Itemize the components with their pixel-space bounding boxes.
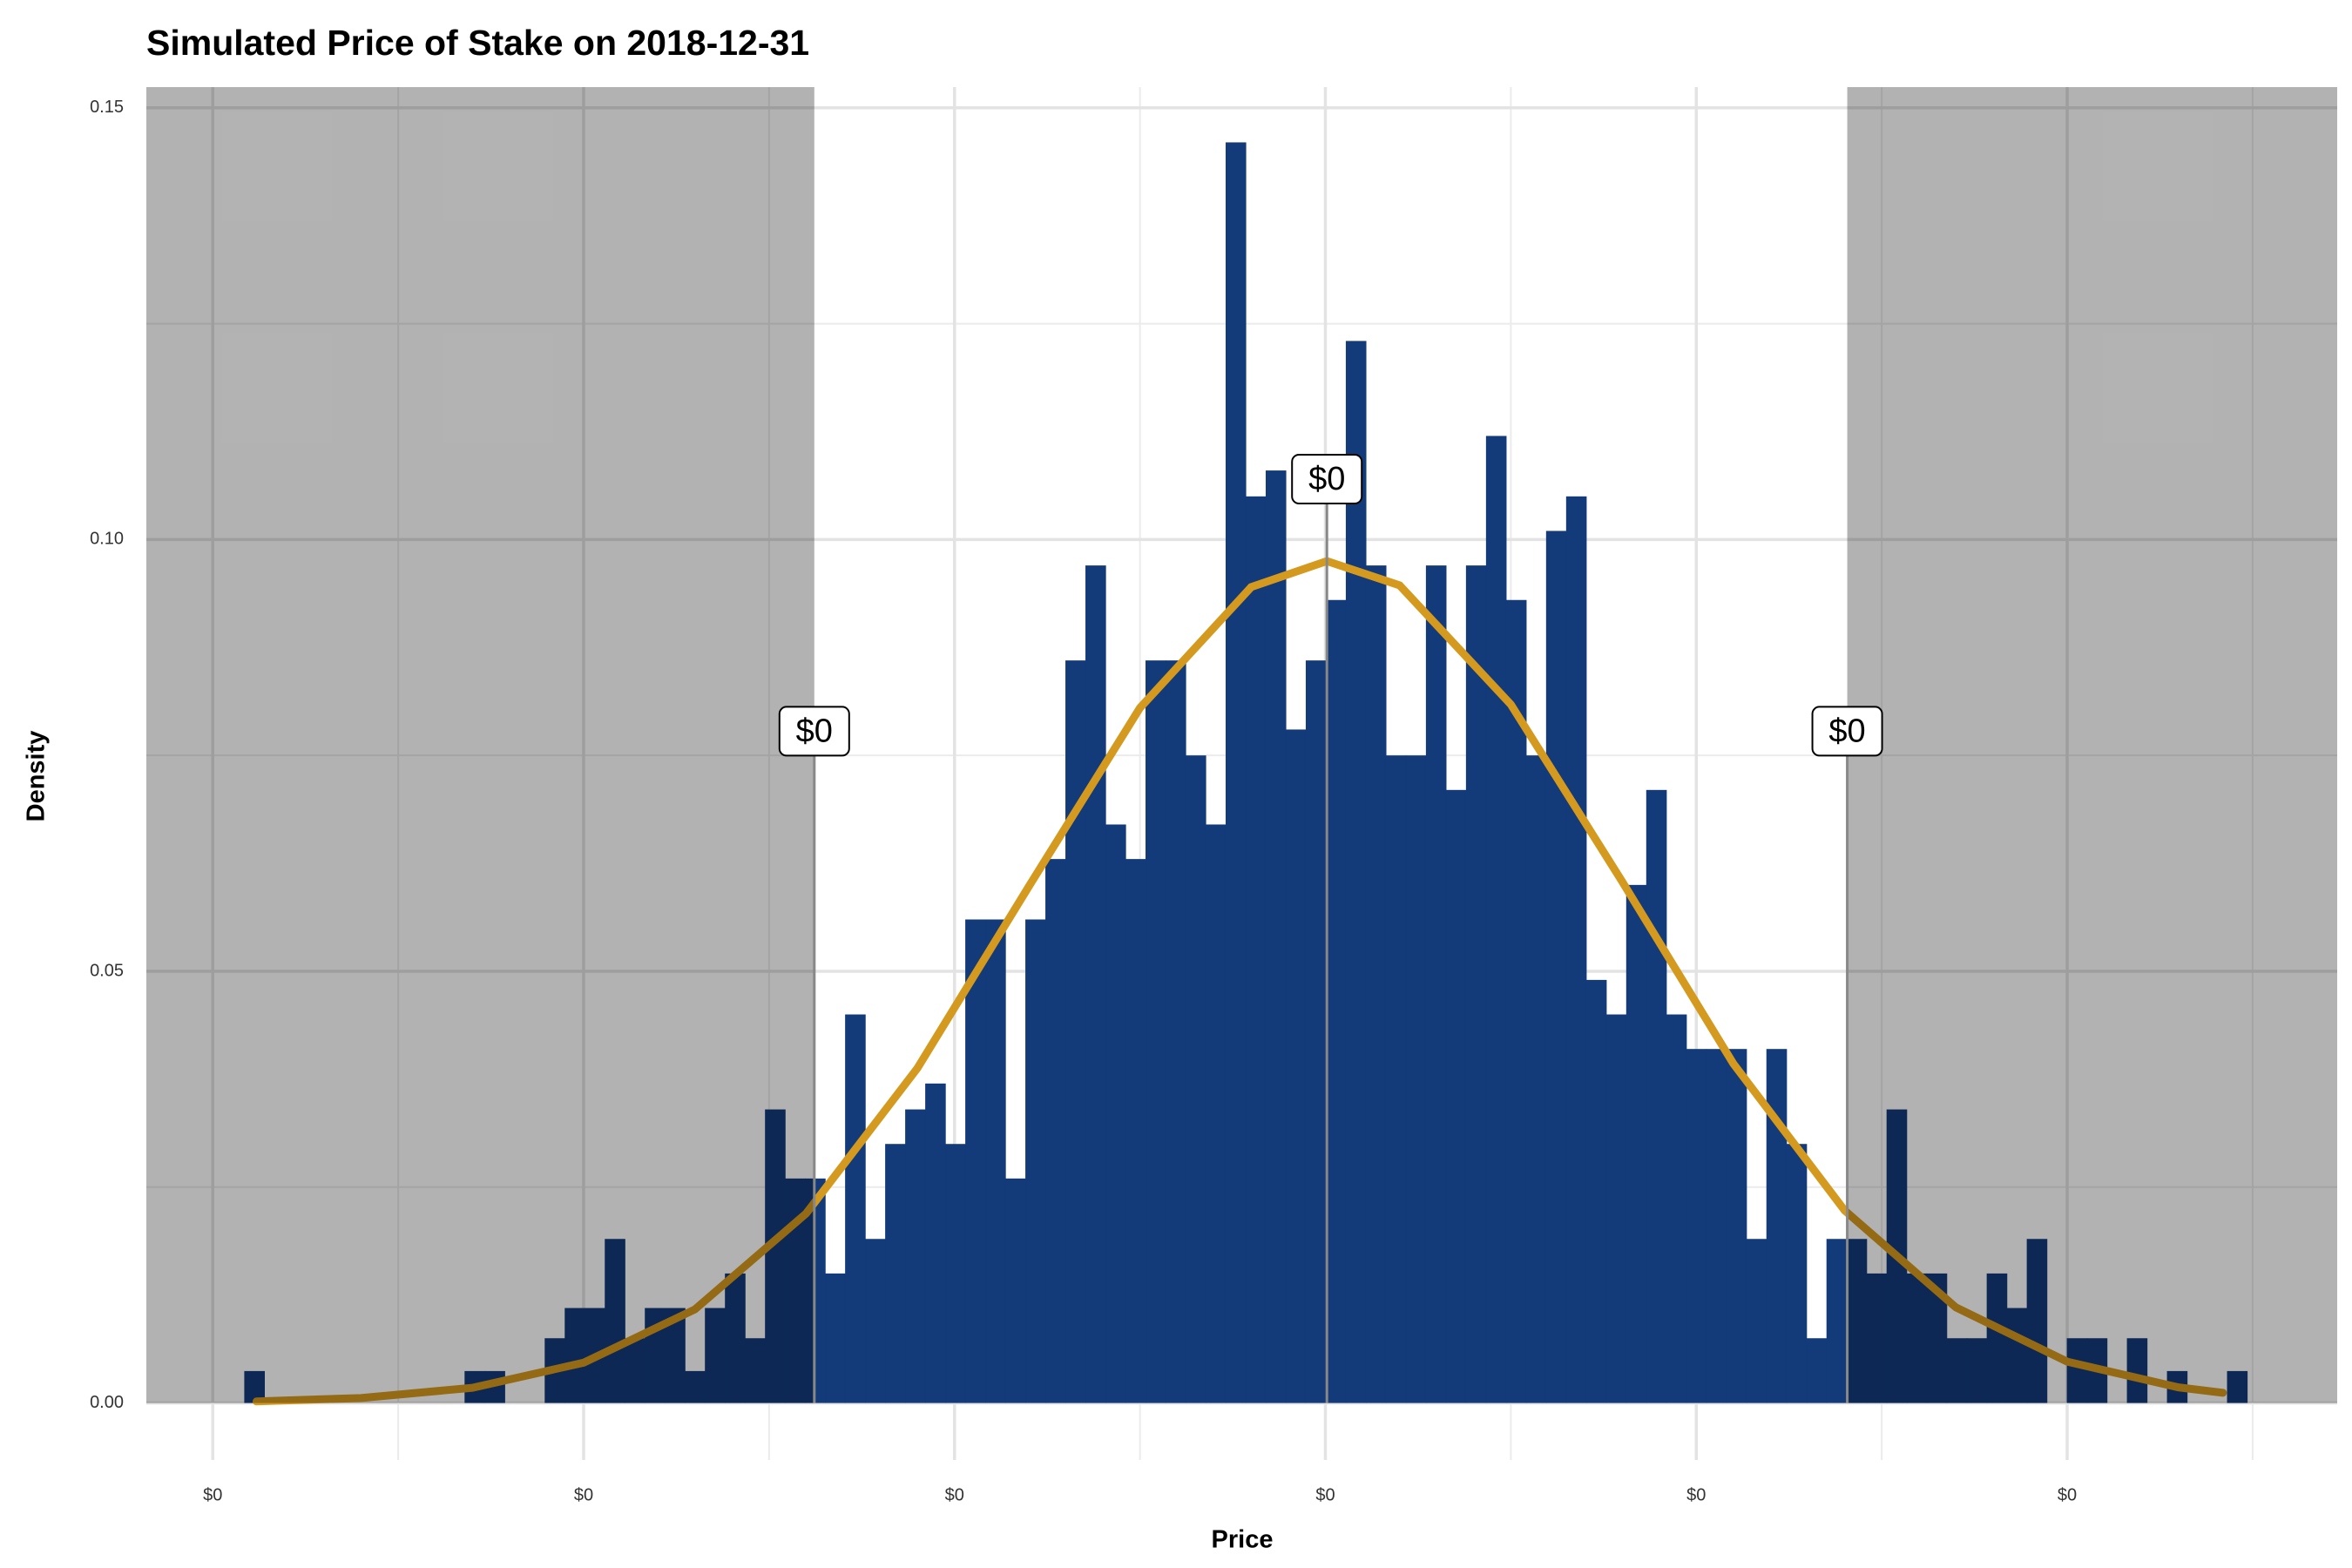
bar <box>885 1144 906 1403</box>
bar <box>564 1308 585 1403</box>
annotation-box <box>778 706 850 757</box>
bar <box>1846 1239 1868 1403</box>
bar <box>1445 789 1467 1403</box>
bar <box>1826 1239 1848 1403</box>
y-tick-label: 0.05 <box>90 961 124 980</box>
density-curve <box>252 557 2227 1406</box>
bar <box>1926 1273 1948 1403</box>
x-axis-title: Price <box>1212 1526 1274 1554</box>
bar <box>1485 436 1507 1403</box>
bar <box>1666 1014 1687 1403</box>
bar <box>1565 496 1587 1403</box>
bar <box>705 1308 726 1403</box>
bar <box>945 1144 966 1403</box>
x-tick-label: $0 <box>2058 1485 2077 1504</box>
chart-title: Simulated Price of Stake on 2018-12-31 <box>146 23 809 63</box>
bar <box>1585 979 1607 1403</box>
x-tick-label: $0 <box>945 1485 964 1504</box>
bar <box>1806 1338 1828 1403</box>
bar <box>1385 755 1407 1403</box>
bar <box>1146 660 1166 1403</box>
bar <box>1686 1049 1707 1403</box>
bar <box>625 1338 645 1403</box>
bar <box>2126 1338 2148 1403</box>
bar <box>1265 470 1287 1403</box>
bar <box>1365 565 1387 1403</box>
shaded-region <box>146 87 814 1403</box>
bar <box>845 1014 866 1403</box>
bar <box>1225 142 1247 1403</box>
bar <box>825 1273 846 1403</box>
bar <box>1105 824 1126 1403</box>
bar <box>1786 1144 1808 1403</box>
bar <box>1205 824 1227 1403</box>
bar <box>665 1308 686 1403</box>
bar <box>1746 1239 1767 1403</box>
marks <box>244 142 2248 1406</box>
bar <box>244 1370 265 1403</box>
bar <box>2026 1239 2048 1403</box>
bar <box>605 1239 625 1403</box>
bar <box>1706 1049 1727 1403</box>
bar <box>1005 1178 1026 1403</box>
bar <box>725 1273 746 1403</box>
y-axis-title: Density <box>23 731 51 822</box>
bar <box>765 1109 786 1403</box>
bar <box>685 1370 706 1403</box>
bar <box>785 1178 806 1403</box>
annotation-label: $0 <box>796 713 833 749</box>
bar <box>1245 496 1267 1403</box>
bar <box>745 1338 766 1403</box>
y-tick-label: 0.00 <box>90 1393 124 1412</box>
bar <box>1465 565 1487 1403</box>
bar <box>1305 660 1327 1403</box>
annotation-box <box>1291 454 1363 505</box>
bar <box>1986 1273 2008 1403</box>
bar <box>1906 1273 1928 1403</box>
bar <box>1125 859 1146 1403</box>
bar <box>1966 1338 1988 1403</box>
bar <box>925 1083 946 1403</box>
bar <box>1866 1273 1888 1403</box>
bar <box>1646 789 1667 1403</box>
bar <box>1766 1049 1788 1403</box>
bar <box>1726 1049 1747 1403</box>
bar <box>1045 859 1066 1403</box>
bar <box>1525 755 1547 1403</box>
bar <box>2227 1370 2248 1403</box>
bar <box>1065 660 1086 1403</box>
bar <box>1166 660 1186 1403</box>
bar <box>1085 565 1106 1403</box>
bar <box>1285 729 1307 1403</box>
bar <box>1345 341 1367 1403</box>
bar <box>905 1109 926 1403</box>
x-tick-label: $0 <box>574 1485 593 1504</box>
bar <box>1025 919 1046 1403</box>
x-tick-label: $0 <box>1686 1485 1706 1504</box>
bar <box>1545 531 1567 1403</box>
bar <box>2066 1338 2088 1403</box>
bar <box>1625 884 1647 1403</box>
bar <box>1405 755 1427 1403</box>
x-tick-label: $0 <box>203 1485 222 1504</box>
annotation-box <box>1811 706 1883 757</box>
bar <box>1325 599 1347 1403</box>
y-tick-label: 0.15 <box>90 98 124 117</box>
shaded-region <box>1847 87 2337 1403</box>
bar <box>1505 599 1527 1403</box>
bar <box>1425 565 1447 1403</box>
bar <box>965 919 986 1403</box>
overlay: $0 $0 $0 <box>146 87 2337 1403</box>
bar <box>1946 1338 1968 1403</box>
annotation-label: $0 <box>1308 461 1345 497</box>
bar <box>865 1239 886 1403</box>
annotation-label: $0 <box>1828 713 1865 749</box>
bar <box>1185 755 1206 1403</box>
y-tick-label: 0.10 <box>90 530 124 549</box>
bar <box>1605 1014 1627 1403</box>
bar <box>985 919 1006 1403</box>
x-tick-label: $0 <box>1315 1485 1335 1504</box>
